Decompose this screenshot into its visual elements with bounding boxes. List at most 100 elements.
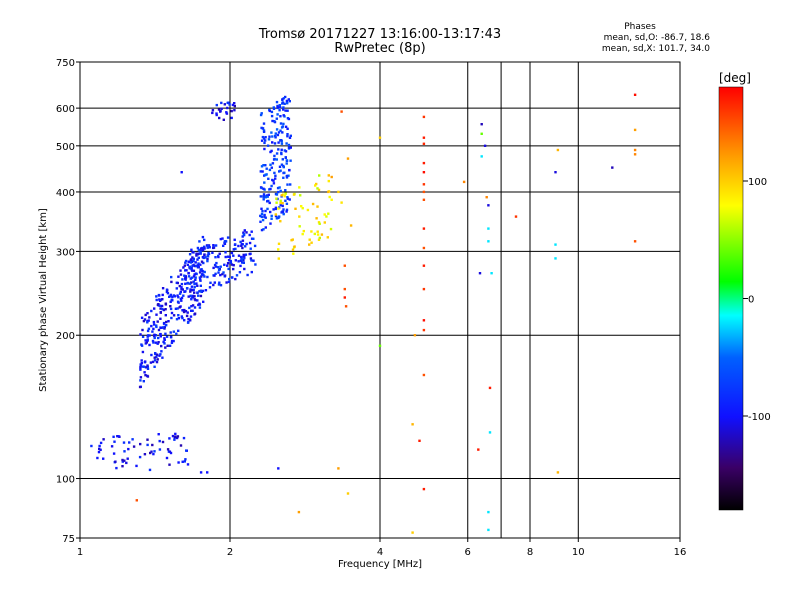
data-point <box>135 499 138 502</box>
cluster-point <box>114 460 117 463</box>
cluster-point <box>240 261 244 264</box>
cluster-point <box>214 272 217 275</box>
cluster-point <box>189 290 192 293</box>
cluster-point <box>170 311 174 315</box>
cluster-point <box>140 343 143 346</box>
cluster-point <box>171 299 174 302</box>
cluster-point <box>240 244 243 247</box>
cluster-point <box>169 331 172 334</box>
cluster-point <box>276 104 279 108</box>
cluster-point <box>159 333 162 336</box>
cluster-point <box>164 314 167 317</box>
cluster-point <box>232 267 235 271</box>
cluster-point <box>326 236 329 239</box>
cluster-point <box>146 364 149 367</box>
cluster-point <box>191 304 195 307</box>
cluster-point <box>280 194 283 197</box>
cluster-point <box>226 255 230 258</box>
cluster-point <box>269 163 272 166</box>
grid-lines <box>80 62 680 538</box>
cluster-point <box>314 184 317 187</box>
data-point <box>411 531 414 534</box>
y-axis-label: Stationary phase Virtual Height [km] <box>38 208 49 392</box>
cluster-point <box>175 436 179 440</box>
cluster-point <box>241 246 244 250</box>
cluster-point <box>192 251 195 254</box>
cluster-point <box>271 135 274 138</box>
cluster-point <box>282 106 285 109</box>
data-point <box>487 204 490 207</box>
cluster-point <box>217 283 221 286</box>
data-point <box>346 157 350 160</box>
cluster-point <box>153 307 156 310</box>
cluster-point <box>325 215 328 218</box>
cluster-point <box>272 107 276 110</box>
cluster-point <box>196 291 199 294</box>
cluster-point <box>177 314 180 317</box>
cluster-point <box>211 111 214 115</box>
cluster-point <box>157 336 160 340</box>
cluster-point <box>180 299 183 302</box>
cluster-point <box>281 125 285 128</box>
data-point <box>633 93 637 96</box>
cluster-point <box>301 232 304 236</box>
cluster-point <box>150 309 153 313</box>
cluster-point <box>285 159 289 162</box>
cluster-point <box>225 281 228 284</box>
data-point <box>346 492 350 495</box>
cluster-point <box>252 237 255 240</box>
cluster-point <box>142 365 146 368</box>
cluster-point <box>220 101 223 105</box>
cluster-point <box>152 341 155 344</box>
cluster-point <box>117 435 120 438</box>
data-point <box>343 287 346 291</box>
cluster-point <box>221 237 224 240</box>
cluster-point <box>275 128 279 131</box>
cluster-point <box>170 341 174 344</box>
cluster-point <box>149 451 152 455</box>
cluster-point <box>283 102 286 105</box>
cluster-point <box>259 214 262 218</box>
cluster-point <box>181 309 185 312</box>
data-point <box>422 328 426 332</box>
cluster-point <box>176 281 179 285</box>
cluster-point <box>260 165 264 168</box>
cluster-point <box>189 294 192 297</box>
cluster-point <box>179 269 182 272</box>
cluster-point <box>299 194 302 197</box>
cluster-point <box>274 214 278 218</box>
cluster-point <box>235 274 239 277</box>
cluster-point <box>99 441 103 445</box>
cluster-point <box>219 284 223 287</box>
cluster-point <box>127 447 130 451</box>
cluster-point <box>267 193 270 196</box>
cluster-point <box>189 288 192 291</box>
data-point <box>323 221 326 224</box>
cluster-point <box>170 339 174 343</box>
cluster-point <box>206 257 209 261</box>
cluster-point <box>261 170 264 173</box>
cluster-point <box>197 256 200 259</box>
data-point <box>554 171 557 174</box>
cluster-point <box>169 335 173 338</box>
cluster-point <box>283 149 286 152</box>
cluster-point <box>189 277 192 280</box>
cluster-point <box>262 187 265 190</box>
cluster-point <box>280 163 284 166</box>
cluster-point <box>143 371 146 374</box>
cluster-point <box>310 230 313 233</box>
cluster-point <box>99 448 102 451</box>
cluster-point <box>261 210 264 213</box>
cluster-point <box>184 310 188 313</box>
cluster-point <box>233 104 236 108</box>
cluster-point <box>196 284 199 287</box>
cluster-point <box>270 110 274 114</box>
cluster-point <box>233 102 236 105</box>
cluster-point <box>248 241 252 245</box>
cluster-point <box>213 281 216 284</box>
cluster-point <box>323 213 326 216</box>
cluster-point <box>245 242 248 246</box>
cluster-point <box>96 456 99 460</box>
data-point <box>490 272 493 275</box>
data-point <box>337 190 340 194</box>
